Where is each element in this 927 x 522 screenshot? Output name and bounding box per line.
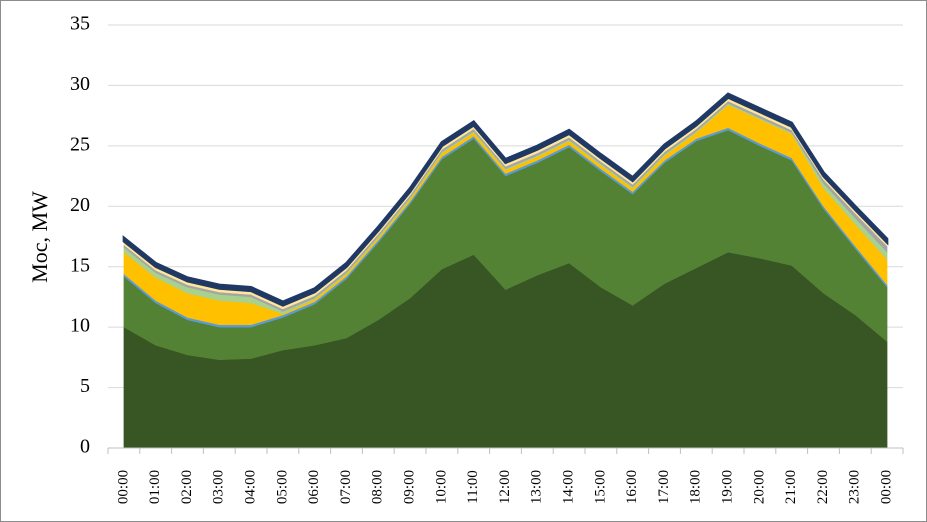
x-tick-label: 01:00 (147, 470, 163, 504)
x-tick-label: 13:00 (529, 470, 545, 504)
x-tick-label: 20:00 (751, 470, 767, 504)
x-tick-label: 00:00 (115, 470, 131, 504)
y-tick-label: 10 (70, 315, 90, 337)
x-tick-label: 15:00 (592, 470, 608, 504)
x-tick-label: 11:00 (465, 470, 481, 504)
area (122, 92, 889, 307)
x-tick-label: 18:00 (688, 470, 704, 504)
x-tick-label: 05:00 (274, 470, 290, 504)
x-tick-label: 10:00 (433, 470, 449, 504)
x-tick-label: 21:00 (783, 470, 799, 504)
x-tick-label: 07:00 (338, 470, 354, 504)
y-tick-label: 5 (80, 375, 90, 397)
x-tick-label: 23:00 (847, 470, 863, 504)
x-tick-label: 06:00 (306, 470, 322, 504)
y-tick-label: 25 (70, 133, 90, 155)
y-tick-label: 20 (70, 194, 90, 216)
x-tick-label: 02:00 (179, 470, 195, 504)
x-tick-label: 14:00 (561, 470, 577, 504)
y-axis-label: Moc, MW (27, 191, 52, 283)
x-tick-label: 17:00 (656, 470, 672, 504)
y-tick-label: 15 (70, 254, 90, 276)
y-tick-label: 30 (70, 73, 90, 95)
x-tick-label: 16:00 (624, 470, 640, 504)
x-tick-label: 04:00 (243, 470, 259, 504)
y-tick-label: 0 (80, 436, 90, 458)
y-tick-label: 35 (70, 13, 90, 35)
x-tick-label: 00:00 (879, 470, 895, 504)
x-tick-label: 03:00 (211, 470, 227, 504)
x-tick-label: 09:00 (402, 470, 418, 504)
x-tick-label: 22:00 (815, 470, 831, 504)
x-tick-label: 19:00 (720, 470, 736, 504)
x-tick-label: 12:00 (497, 470, 513, 504)
x-tick-label: 08:00 (370, 470, 386, 504)
